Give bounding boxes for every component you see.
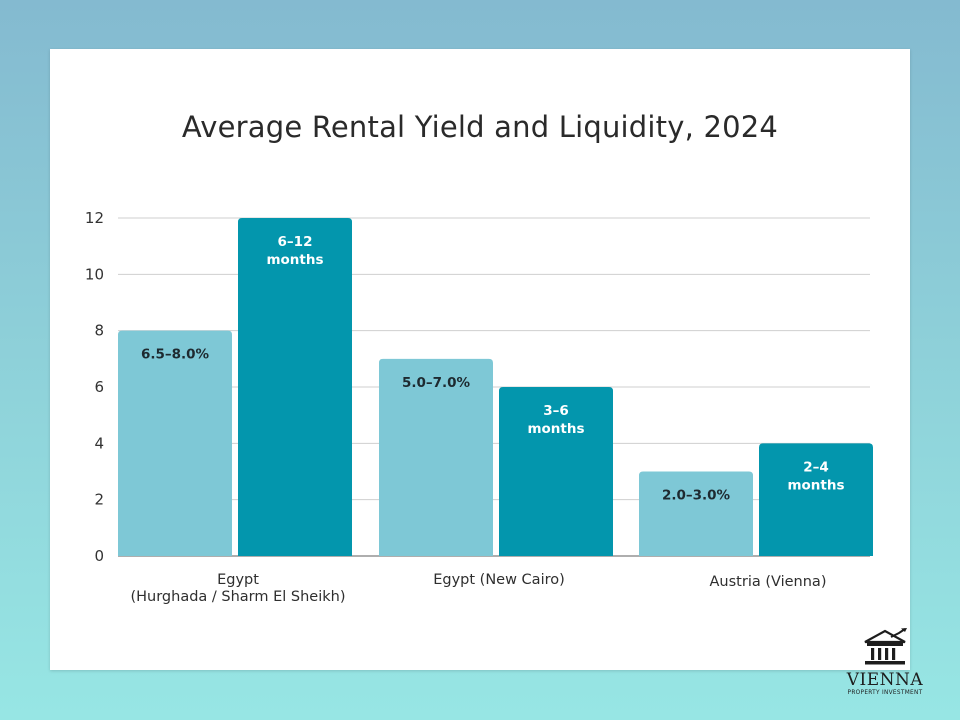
bar-liquidity (238, 218, 352, 556)
logo-subtitle: PROPERTY INVESTMENT (847, 690, 923, 696)
chart-title: Average Rental Yield and Liquidity, 2024 (181, 110, 779, 144)
bar-liquidity (759, 443, 873, 556)
category-label: Egypt (New Cairo) (433, 572, 565, 588)
bar-yield (379, 358, 493, 556)
data-label: 3–6 (543, 403, 569, 419)
bar-liquidity (499, 387, 613, 556)
y-tick-label: 0 (94, 547, 104, 565)
data-label: 5.0–7.0% (402, 375, 471, 391)
category-label: Austria (Vienna) (710, 574, 827, 590)
data-label: 6.5–8.0% (141, 347, 210, 363)
y-tick-label: 2 (94, 491, 104, 509)
y-tick-label: 12 (85, 209, 104, 227)
data-label: months (527, 421, 584, 437)
brand-logo: VIENNA PROPERTY INVESTMENT (842, 628, 928, 696)
y-tick-label: 4 (94, 434, 104, 452)
building-chart-icon (864, 628, 907, 665)
data-label: 2.0–3.0% (662, 488, 731, 504)
y-tick-label: 6 (94, 378, 104, 396)
bar-yield (118, 330, 232, 556)
y-tick-label: 10 (85, 265, 104, 283)
category-label: (Hurghada / Sharm El Sheikh) (130, 589, 345, 605)
data-label: 6–12 (278, 234, 313, 250)
data-label: months (787, 477, 844, 493)
category-label: Egypt (217, 572, 259, 588)
logo-name: VIENNA (846, 670, 924, 690)
data-label: months (266, 252, 323, 268)
data-label: 2–4 (803, 459, 829, 475)
bar-yield (639, 471, 753, 556)
y-tick-label: 8 (94, 322, 104, 340)
